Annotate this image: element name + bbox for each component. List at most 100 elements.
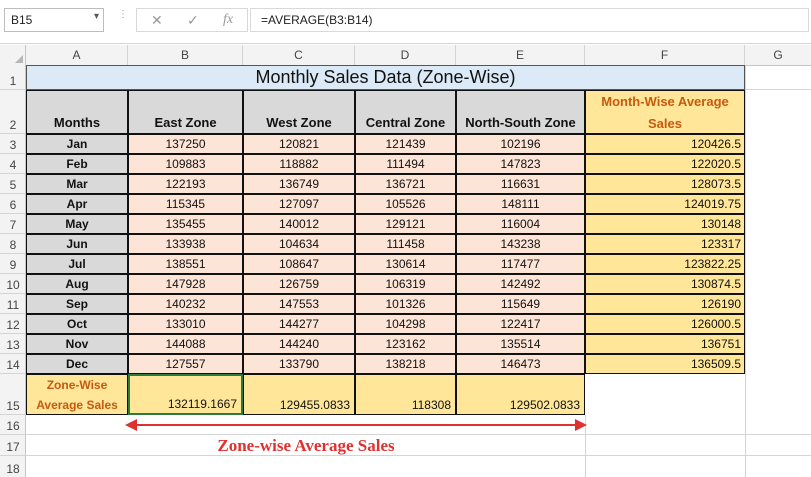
header-west-zone[interactable]: West Zone [243,90,355,134]
month-average-cell[interactable]: 123317 [585,234,745,254]
zone-average-west[interactable]: 129455.0833 [243,374,355,415]
east-zone-cell[interactable]: 137250 [128,134,243,154]
month-average-cell[interactable]: 120426.5 [585,134,745,154]
month-average-cell[interactable]: 128073.5 [585,174,745,194]
column-header-b[interactable]: B [128,45,243,65]
zone-wise-average-label[interactable]: Zone-Wise Average Sales [26,374,128,415]
west-zone-cell[interactable]: 108647 [243,254,355,274]
central-zone-cell[interactable]: 106319 [355,274,456,294]
central-zone-cell[interactable]: 111494 [355,154,456,174]
column-header-a[interactable]: A [26,45,128,65]
header-central-zone[interactable]: Central Zone [355,90,456,134]
central-zone-cell[interactable]: 101326 [355,294,456,314]
month-cell[interactable]: Oct [26,314,128,334]
header-north-south-zone[interactable]: North-South Zone [456,90,585,134]
month-average-cell[interactable]: 136751 [585,334,745,354]
west-zone-cell[interactable]: 136749 [243,174,355,194]
month-cell[interactable]: Jul [26,254,128,274]
month-cell[interactable]: Jan [26,134,128,154]
row-header[interactable]: 4 [0,154,26,174]
row-header[interactable]: 11 [0,294,26,314]
cancel-icon[interactable]: ✕ [151,12,163,28]
north-south-zone-cell[interactable]: 116004 [456,214,585,234]
zone-average-central[interactable]: 118308 [355,374,456,415]
month-cell[interactable]: Jun [26,234,128,254]
header-east-zone[interactable]: East Zone [128,90,243,134]
west-zone-cell[interactable]: 144240 [243,334,355,354]
north-south-zone-cell[interactable]: 122417 [456,314,585,334]
row-header[interactable]: 17 [0,435,26,456]
central-zone-cell[interactable]: 105526 [355,194,456,214]
east-zone-cell[interactable]: 127557 [128,354,243,374]
row-header[interactable]: 8 [0,234,26,254]
month-average-cell[interactable]: 123822.25 [585,254,745,274]
row-header[interactable]: 14 [0,354,26,374]
column-header-d[interactable]: D [355,45,456,65]
row-header[interactable]: 10 [0,274,26,294]
header-months[interactable]: Months [26,90,128,134]
month-average-cell[interactable]: 126190 [585,294,745,314]
enter-icon[interactable]: ✓ [187,12,199,28]
name-box[interactable]: B15 ▾ [4,8,104,32]
west-zone-cell[interactable]: 140012 [243,214,355,234]
row-header[interactable]: 2 [0,90,26,134]
row-header[interactable]: 6 [0,194,26,214]
west-zone-cell[interactable]: 147553 [243,294,355,314]
month-cell[interactable]: Feb [26,154,128,174]
central-zone-cell[interactable]: 104298 [355,314,456,334]
west-zone-cell[interactable]: 120821 [243,134,355,154]
north-south-zone-cell[interactable]: 143238 [456,234,585,254]
east-zone-cell[interactable]: 147928 [128,274,243,294]
east-zone-cell[interactable]: 138551 [128,254,243,274]
row-header[interactable]: 3 [0,134,26,154]
east-zone-cell[interactable]: 133938 [128,234,243,254]
north-south-zone-cell[interactable]: 117477 [456,254,585,274]
central-zone-cell[interactable]: 111458 [355,234,456,254]
north-south-zone-cell[interactable]: 146473 [456,354,585,374]
month-average-cell[interactable]: 122020.5 [585,154,745,174]
north-south-zone-cell[interactable]: 135514 [456,334,585,354]
row-header[interactable]: 7 [0,214,26,234]
column-header-c[interactable]: C [243,45,355,65]
month-cell[interactable]: Aug [26,274,128,294]
west-zone-cell[interactable]: 144277 [243,314,355,334]
select-all-button[interactable] [0,45,26,65]
row-header[interactable]: 5 [0,174,26,194]
month-cell[interactable]: Mar [26,174,128,194]
east-zone-cell[interactable]: 122193 [128,174,243,194]
insert-function-icon[interactable]: fx [223,12,234,27]
month-cell[interactable]: Sep [26,294,128,314]
month-average-cell[interactable]: 130874.5 [585,274,745,294]
column-header-e[interactable]: E [456,45,585,65]
east-zone-cell[interactable]: 140232 [128,294,243,314]
header-month-wise-average[interactable]: Month-Wise Average Sales [585,90,745,134]
central-zone-cell[interactable]: 129121 [355,214,456,234]
west-zone-cell[interactable]: 118882 [243,154,355,174]
row-header[interactable]: 15 [0,374,26,415]
row-header[interactable]: 12 [0,314,26,334]
central-zone-cell[interactable]: 123162 [355,334,456,354]
sheet-title[interactable]: Monthly Sales Data (Zone-Wise) [26,65,745,90]
row-header[interactable]: 13 [0,334,26,354]
row-header[interactable]: 1 [0,65,26,90]
month-cell[interactable]: May [26,214,128,234]
month-average-cell[interactable]: 124019.75 [585,194,745,214]
north-south-zone-cell[interactable]: 142492 [456,274,585,294]
row-header[interactable]: 9 [0,254,26,274]
zone-average-north-south[interactable]: 129502.0833 [456,374,585,415]
west-zone-cell[interactable]: 133790 [243,354,355,374]
central-zone-cell[interactable]: 138218 [355,354,456,374]
central-zone-cell[interactable]: 130614 [355,254,456,274]
formula-input[interactable]: =AVERAGE(B3:B14) [250,8,809,32]
east-zone-cell[interactable]: 133010 [128,314,243,334]
month-cell[interactable]: Apr [26,194,128,214]
central-zone-cell[interactable]: 121439 [355,134,456,154]
row-header[interactable]: 16 [0,415,26,435]
month-average-cell[interactable]: 136509.5 [585,354,745,374]
east-zone-cell[interactable]: 144088 [128,334,243,354]
north-south-zone-cell[interactable]: 115649 [456,294,585,314]
month-cell[interactable]: Nov [26,334,128,354]
north-south-zone-cell[interactable]: 148111 [456,194,585,214]
worksheet-grid[interactable]: Monthly Sales Data (Zone-Wise) Months Ea… [26,65,811,477]
central-zone-cell[interactable]: 136721 [355,174,456,194]
